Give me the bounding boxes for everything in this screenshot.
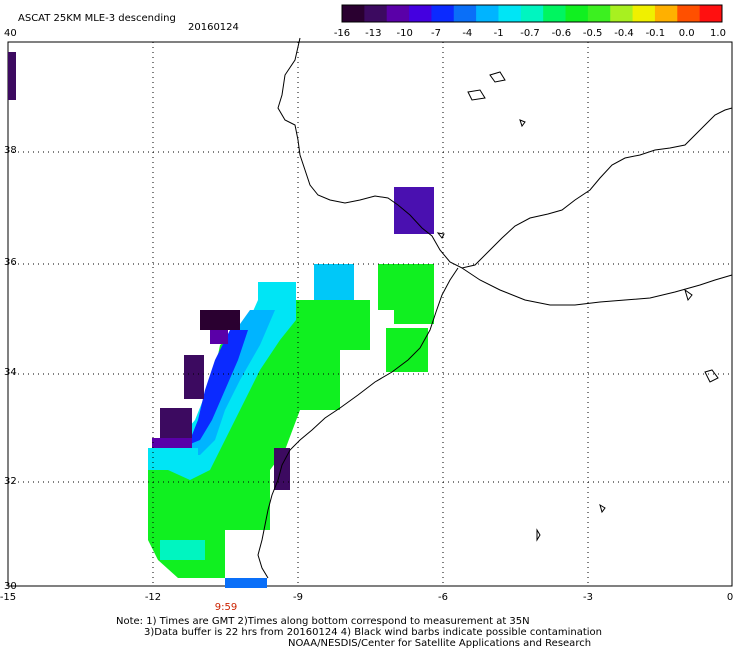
x-tick-label: -12 (145, 592, 161, 603)
colorbar-label: -0.6 (552, 28, 572, 39)
colorbar-label: -10 (396, 28, 412, 39)
x-tick-label: -6 (438, 592, 448, 603)
colorbar-swatch (610, 5, 634, 22)
colorbar-swatch (677, 5, 701, 22)
colorbar-label: -16 (334, 28, 350, 39)
graticule (8, 42, 732, 586)
map-title: ASCAT 25KM MLE-3 descending (18, 13, 176, 24)
colorbar-swatch (431, 5, 455, 22)
swath-cell (148, 448, 198, 470)
note-line-3: NOAA/NESDIS/Center for Satellite Applica… (288, 638, 592, 649)
colorbar-label: -0.4 (614, 28, 634, 39)
colorbar-swatch (453, 5, 477, 22)
swath-cell (8, 52, 16, 100)
colorbar-label: -0.7 (520, 28, 540, 39)
colorbar-label: -0.1 (646, 28, 666, 39)
colorbar-swatch (632, 5, 656, 22)
map-date: 20160124 (188, 22, 239, 33)
swath-cell (160, 540, 205, 560)
colorbar-swatch (386, 5, 410, 22)
swath-cell (188, 330, 248, 445)
colorbar-swatch (364, 5, 388, 22)
x-tick-label: -15 (0, 592, 16, 603)
colorbar-swatch (543, 5, 567, 22)
colorbar-swatch (565, 5, 589, 22)
colorbar-swatch (654, 5, 678, 22)
coastline (257, 37, 733, 579)
colorbar-swatch (476, 5, 499, 22)
scatterometer-swaths (8, 52, 434, 588)
swath-cell (314, 264, 354, 302)
swath-cell (394, 310, 434, 324)
colorbar: -16 -13 -10 -7 -4 -1 -0.7 -0.6 -0.5 -0.4 -0.1 0.0 1.… (334, 4, 726, 39)
colorbar-frame (341, 4, 723, 23)
x-tick-label: -3 (583, 592, 593, 603)
colorbar-swatch (498, 5, 522, 22)
swath-cell (184, 355, 204, 399)
y-tick-label: 32 (4, 476, 17, 487)
time-label: 9:59 (215, 602, 237, 613)
swath-cell (225, 578, 267, 588)
swath-cell (148, 300, 370, 578)
y-tick-label: 40 (4, 28, 17, 39)
colorbar-label: -4 (462, 28, 472, 39)
colorbar-label: -13 (365, 28, 381, 39)
x-axis-labels: -15 -12 -9 -6 -3 0 (0, 592, 733, 603)
note-line-2: 3)Data buffer is 22 hrs from 20160124 4)… (144, 627, 602, 638)
swath-cell (200, 310, 240, 330)
swath-cell (386, 328, 428, 372)
y-tick-label: 30 (4, 581, 17, 592)
swath-cell (152, 438, 192, 448)
colorbar-swatch (699, 5, 723, 22)
y-tick-label: 38 (4, 145, 17, 156)
colorbar-label: -0.5 (583, 28, 603, 39)
colorbar-swatch (409, 5, 432, 22)
y-tick-label: 34 (4, 367, 17, 378)
colorbar-swatch (520, 5, 544, 22)
y-tick-label: 36 (4, 257, 17, 268)
swath-cell (394, 187, 434, 234)
swath-cell (378, 264, 434, 310)
swath-cell (210, 330, 228, 344)
colorbar-swatch (587, 5, 611, 22)
colorbar-label: 0.0 (679, 28, 695, 39)
x-tick-label: -9 (293, 592, 303, 603)
note-line-1: Note: 1) Times are GMT 2)Times along bot… (116, 616, 530, 627)
colorbar-label: -1 (494, 28, 504, 39)
colorbar-swatch (342, 5, 365, 22)
y-axis-labels: 40 38 36 34 32 30 (4, 28, 17, 592)
x-tick-label: 0 (727, 592, 733, 603)
colorbar-label: 1.0 (710, 28, 726, 39)
colorbar-label: -7 (431, 28, 441, 39)
